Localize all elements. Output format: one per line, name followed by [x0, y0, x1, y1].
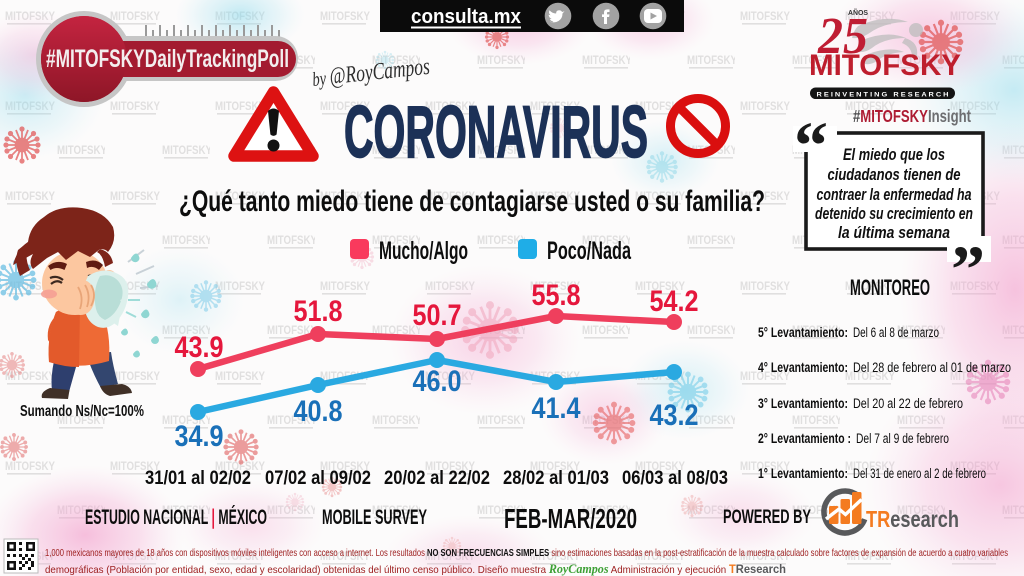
- svg-text:43.2: 43.2: [650, 399, 699, 432]
- svg-text:R E I N V E N T I N G R E S: R E I N V E N T I N G R E S E A R C H: [817, 91, 949, 98]
- svg-text:4° Levantamiento:: 4° Levantamiento:: [758, 360, 848, 375]
- svg-text:¿Qué tanto miedo tiene de cont: ¿Qué tanto miedo tiene de contagiarse us…: [179, 185, 765, 218]
- svg-text:#MITOFSKYDailyTrackingPoll: #MITOFSKYDailyTrackingPoll: [46, 45, 289, 73]
- svg-text:07/02 al 09/02: 07/02 al 09/02: [265, 468, 371, 489]
- svg-text:1° Levantamiento:: 1° Levantamiento:: [758, 466, 848, 481]
- svg-text:31/01 al 02/02: 31/01 al 02/02: [145, 468, 251, 489]
- svg-text:40.8: 40.8: [294, 395, 343, 428]
- svg-text:#MITOFSKYInsight: #MITOFSKYInsight: [853, 106, 971, 126]
- svg-text:54.2: 54.2: [650, 285, 699, 318]
- svg-text:1,000 mexicanos mayores de 18: 1,000 mexicanos mayores de 18 años con d…: [45, 547, 1008, 559]
- svg-text:43.9: 43.9: [175, 331, 224, 364]
- svg-text:46.0: 46.0: [413, 365, 462, 398]
- svg-text:la última semana: la última semana: [838, 224, 950, 242]
- svg-text:CORONAVIRUS: CORONAVIRUS: [344, 92, 648, 173]
- svg-text:Mucho/Algo: Mucho/Algo: [379, 237, 468, 265]
- svg-text:41.4: 41.4: [532, 392, 581, 425]
- svg-text:5° Levantamiento:: 5° Levantamiento:: [758, 325, 848, 340]
- svg-text:Poco/Nada: Poco/Nada: [547, 237, 632, 265]
- svg-text:El miedo que los: El miedo que los: [843, 146, 945, 164]
- svg-text:Del 31 de enero al 2 de febrer: Del 31 de enero al 2 de febrero: [853, 466, 986, 481]
- svg-text:Del 28 de febrero al 01 de mar: Del 28 de febrero al 01 de marzo: [853, 360, 1011, 375]
- svg-text:51.8: 51.8: [294, 295, 343, 328]
- svg-text:TResearch: TResearch: [866, 506, 959, 532]
- svg-text:20/02 al 22/02: 20/02 al 22/02: [384, 468, 490, 489]
- svg-text:50.7: 50.7: [413, 299, 462, 332]
- svg-text:ESTUDIO NACIONAL | MÉXICO: ESTUDIO NACIONAL | MÉXICO: [85, 506, 267, 529]
- svg-text:2° Levantamiento :: 2° Levantamiento :: [758, 431, 851, 446]
- svg-text:Del 6 al 8 de marzo: Del 6 al 8 de marzo: [853, 325, 939, 340]
- svg-text:3° Levantamiento:: 3° Levantamiento:: [758, 396, 848, 411]
- svg-text:consulta.mx: consulta.mx: [411, 6, 521, 28]
- svg-text:demográficas (Población por en: demográficas (Población por entidad, sex…: [45, 561, 786, 576]
- svg-text:25: 25: [817, 8, 868, 65]
- svg-text:contraer la enfermedad ha: contraer la enfermedad ha: [817, 186, 972, 204]
- svg-text:28/02 al 01/03: 28/02 al 01/03: [503, 468, 609, 489]
- svg-text:Del 7 al 9 de febrero: Del 7 al 9 de febrero: [856, 431, 949, 446]
- svg-text:”: ”: [951, 231, 985, 307]
- svg-text:FEB-MAR/2020: FEB-MAR/2020: [504, 503, 637, 534]
- svg-text:55.8: 55.8: [532, 279, 581, 312]
- svg-text:Del 20 al 22 de febrero: Del 20 al 22 de febrero: [853, 396, 963, 411]
- svg-text:AÑOS: AÑOS: [848, 8, 868, 17]
- svg-text:detenido su crecimiento en: detenido su crecimiento en: [815, 205, 973, 223]
- svg-text:MOBILE SURVEY: MOBILE SURVEY: [322, 506, 427, 529]
- svg-text:06/03 al 08/03: 06/03 al 08/03: [622, 468, 728, 489]
- svg-text:Sumando Ns/Nc=100%: Sumando Ns/Nc=100%: [20, 403, 144, 420]
- svg-text:ciudadanos tienen de: ciudadanos tienen de: [828, 166, 961, 184]
- svg-text:MONITOREO: MONITOREO: [850, 275, 930, 300]
- svg-text:POWERED BY: POWERED BY: [723, 507, 811, 528]
- svg-text:“: “: [794, 107, 828, 183]
- svg-text:34.9: 34.9: [175, 420, 224, 453]
- svg-text:MITOFSKY: MITOFSKY: [809, 49, 961, 82]
